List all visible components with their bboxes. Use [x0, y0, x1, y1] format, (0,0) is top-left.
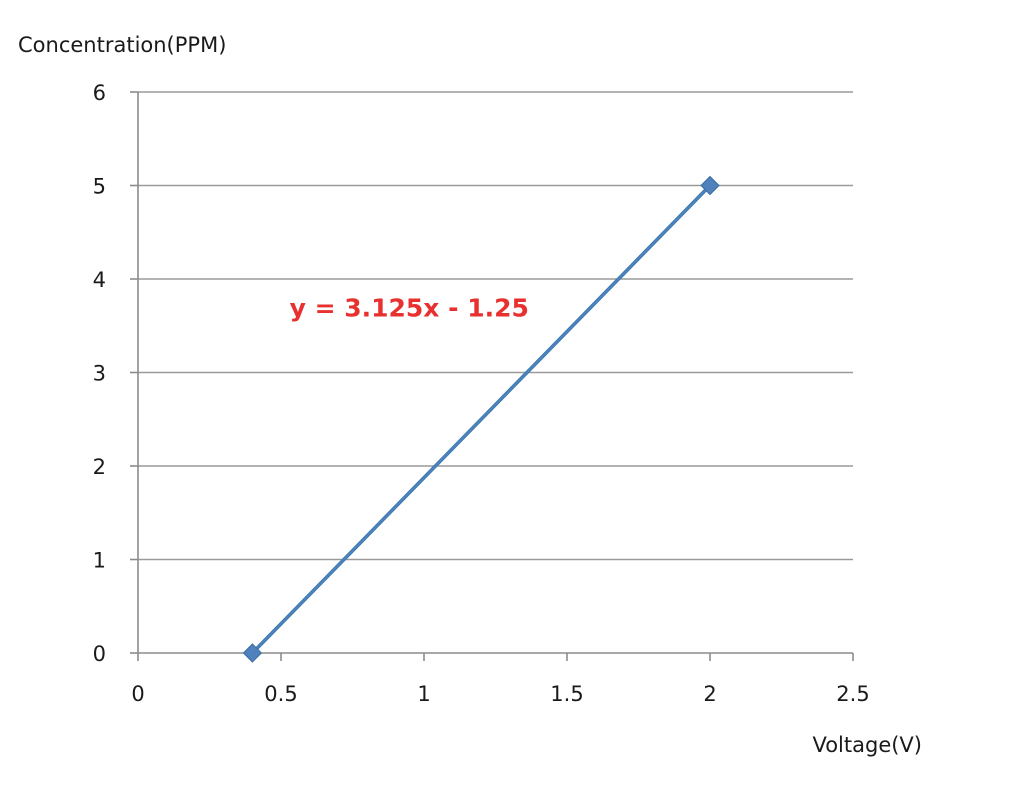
axes [130, 91, 854, 661]
tick-labels: 0 1 2 3 4 5 6 0 0.5 1 1.5 2 2.5 [93, 81, 870, 706]
x-tick-label: 1.5 [550, 682, 583, 706]
y-tick-label: 2 [93, 455, 106, 479]
x-tick-label: 1 [417, 682, 430, 706]
y-axis-title: Concentration(PPM) [18, 33, 226, 57]
data-point-marker [700, 175, 720, 196]
y-tick-label: 5 [93, 175, 106, 199]
y-tick-label: 0 [93, 642, 106, 666]
x-tick-label: 0.5 [264, 682, 297, 706]
y-tick-label: 3 [93, 362, 106, 386]
y-tick-label: 1 [93, 549, 106, 573]
y-tick-label: 6 [93, 81, 106, 105]
x-tick-label: 2 [703, 682, 716, 706]
y-tick-label: 4 [93, 268, 106, 292]
series-line [251, 184, 711, 654]
data-series [242, 175, 720, 663]
gridlines [138, 91, 853, 561]
trendline-equation: y = 3.125x - 1.25 [290, 293, 529, 322]
x-axis-title: Voltage(V) [812, 733, 922, 757]
x-tick-label: 0 [131, 682, 144, 706]
x-tick-label: 2.5 [836, 682, 869, 706]
data-point-marker [242, 643, 263, 663]
